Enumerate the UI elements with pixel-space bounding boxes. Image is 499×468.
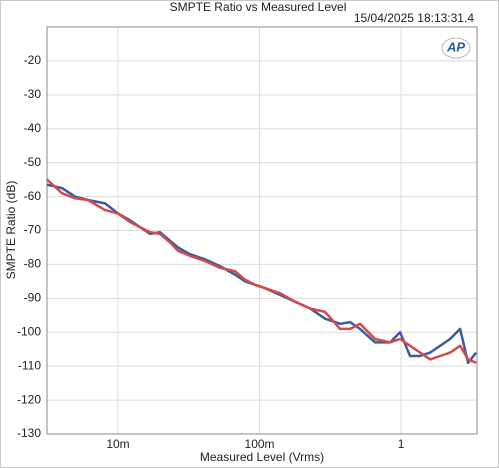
chart-title: SMPTE Ratio vs Measured Level [170, 0, 347, 14]
logo-badge [441, 37, 471, 59]
y-tick-label: -20 [24, 53, 42, 67]
y-tick-label: -30 [24, 87, 42, 101]
y-tick-label: -80 [24, 257, 42, 271]
logo: AP [446, 39, 465, 54]
data-line [46, 178, 477, 364]
y-tick-label: -60 [24, 189, 42, 203]
y-tick-label: -90 [24, 291, 42, 305]
y-tick-label: -70 [24, 223, 42, 237]
y-tick-label: -40 [24, 121, 42, 135]
y-tick-label: -120 [17, 392, 41, 406]
y-tick-label: -130 [17, 426, 41, 440]
x-tick-label: 1 [398, 437, 405, 451]
plot-border [46, 26, 478, 435]
x-axis-label: Measured Level (Vrms) [200, 450, 324, 464]
y-tick-label: -100 [17, 324, 41, 338]
timestamp: 15/04/2025 18:13:31.4 [354, 11, 474, 25]
y-tick-label: -110 [18, 358, 41, 372]
x-tick-label: 100m [245, 437, 275, 451]
x-tick-label: 10m [106, 437, 129, 451]
y-axis-label: SMPTE Ratio (dB) [4, 181, 18, 280]
y-tick-label: -50 [24, 155, 42, 169]
